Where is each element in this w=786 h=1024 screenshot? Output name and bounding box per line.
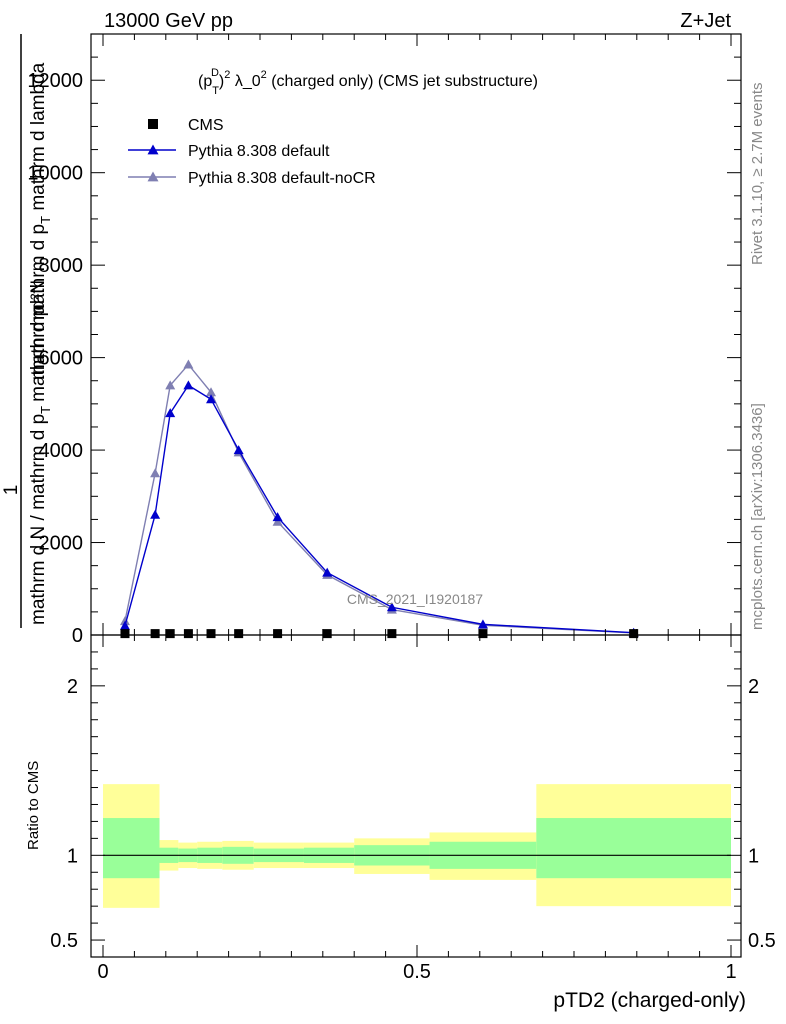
mcplots-label: mcplots.cern.ch [arXiv:1306.3436] <box>749 403 766 630</box>
series-point-2 <box>165 380 176 390</box>
series-point-1 <box>477 619 488 629</box>
ratio-ylabel: Ratio to CMS <box>25 761 42 850</box>
ratio-tick-label-left: 2 <box>67 676 78 698</box>
legend-label: CMS <box>188 117 224 134</box>
ratio-tick-label-right: 0.5 <box>748 930 776 952</box>
legend-marker-triangle <box>147 171 159 182</box>
main-ylabel-num2: mathrm d pT mathrm d lambda <box>28 62 53 320</box>
cms-point <box>234 629 244 639</box>
y-tick-label: 4000 <box>39 440 84 462</box>
legend-marker-cms <box>148 119 158 129</box>
cms-point <box>387 629 397 639</box>
cms-point <box>183 629 193 639</box>
svg-text:1: 1 <box>1 485 22 496</box>
ratio-uncertainty-bands <box>103 784 731 908</box>
ratio-tick-label-right: 1 <box>748 845 759 867</box>
series-point-2 <box>206 387 217 397</box>
series-point-1 <box>206 394 217 404</box>
ratio-frame <box>90 634 742 958</box>
header-process: Z+Jet <box>680 10 731 32</box>
svg-text:Rivet 3.1.10, ≥ 2.7M events: Rivet 3.1.10, ≥ 2.7M events <box>749 83 766 266</box>
ratio-tick-label-left: 0.5 <box>50 930 78 952</box>
header-energy: 13000 GeV pp <box>104 10 233 32</box>
analysis-watermark: CMS_2021_I1920187 <box>347 591 483 607</box>
ratio-green-band <box>536 818 731 879</box>
y-tick-label: 8000 <box>39 255 84 277</box>
y-tick-label: 2000 <box>39 533 84 555</box>
cms-point <box>120 629 130 639</box>
series-point-1 <box>119 620 130 630</box>
y-tick-label: 10000 <box>27 163 83 185</box>
legend-marker-triangle <box>147 144 159 155</box>
series-point-1 <box>272 512 283 522</box>
main-series <box>119 359 639 639</box>
series-point-1 <box>233 445 244 455</box>
cms-point <box>165 629 175 639</box>
cms-point <box>206 629 216 639</box>
x-axis-label: pTD2 (charged-only) <box>553 989 746 1012</box>
series-point-2 <box>119 616 130 626</box>
ratio-tick-label-right: 2 <box>748 676 759 698</box>
legend: CMS Pythia 8.308 default Pythia 8.308 defa… <box>128 117 376 187</box>
svg-text:mathrm d N / mathrm d pTmathrm: mathrm d N / mathrm d pTmathrm d p <box>28 306 53 625</box>
rivet-label: Rivet 3.1.10, ≥ 2.7M events <box>749 83 766 266</box>
main-ylabel-den: 1 <box>1 485 22 496</box>
cms-point <box>273 629 283 639</box>
svg-text:mathrm d pT mathrm d lambda: mathrm d pT mathrm d lambda <box>28 62 53 320</box>
series-point-1 <box>150 509 161 519</box>
cms-point <box>478 629 488 639</box>
series-point-1 <box>183 380 194 390</box>
main-ylabel: mathrm d²N <box>28 280 49 380</box>
svg-text:mathrm d²N: mathrm d²N <box>28 280 49 380</box>
y-tick-label: 12000 <box>27 70 83 92</box>
legend-label: Pythia 8.308 default <box>188 143 330 160</box>
legend-label: Pythia 8.308 default-noCR <box>188 170 376 187</box>
series-point-2 <box>183 359 194 369</box>
axis-ticks <box>91 33 741 957</box>
x-tick-label: 0.5 <box>403 961 431 983</box>
y-tick-label: 0 <box>72 625 83 647</box>
ratio-tick-label-left: 1 <box>67 845 78 867</box>
series-point-2 <box>150 468 161 478</box>
cms-point <box>150 629 160 639</box>
series-point-2 <box>272 516 283 526</box>
series-point-1 <box>165 408 176 418</box>
main-ylabel-den2: mathrm d N / mathrm d pTmathrm d p <box>28 306 53 625</box>
cms-point <box>629 629 639 639</box>
y-tick-label: 6000 <box>39 348 84 370</box>
svg-text:mcplots.cern.ch [arXiv:1306.34: mcplots.cern.ch [arXiv:1306.3436] <box>749 403 766 630</box>
series-point-1 <box>386 602 397 612</box>
cms-point <box>322 629 332 639</box>
series-point-1 <box>322 567 333 577</box>
svg-text:Ratio to CMS: Ratio to CMS <box>25 761 42 850</box>
x-tick-label: 1 <box>725 961 736 983</box>
x-tick-label: 0 <box>97 961 108 983</box>
axis-tick-labels: 0 0.5 1 0 2000 4000 6000 8000 10000 12000 0.5 0.5 1 1… <box>27 70 775 983</box>
plot-title: (pTD)2 λ_02 (charged only) (CMS jet subs… <box>198 67 538 97</box>
ratio-green-band <box>103 818 160 879</box>
